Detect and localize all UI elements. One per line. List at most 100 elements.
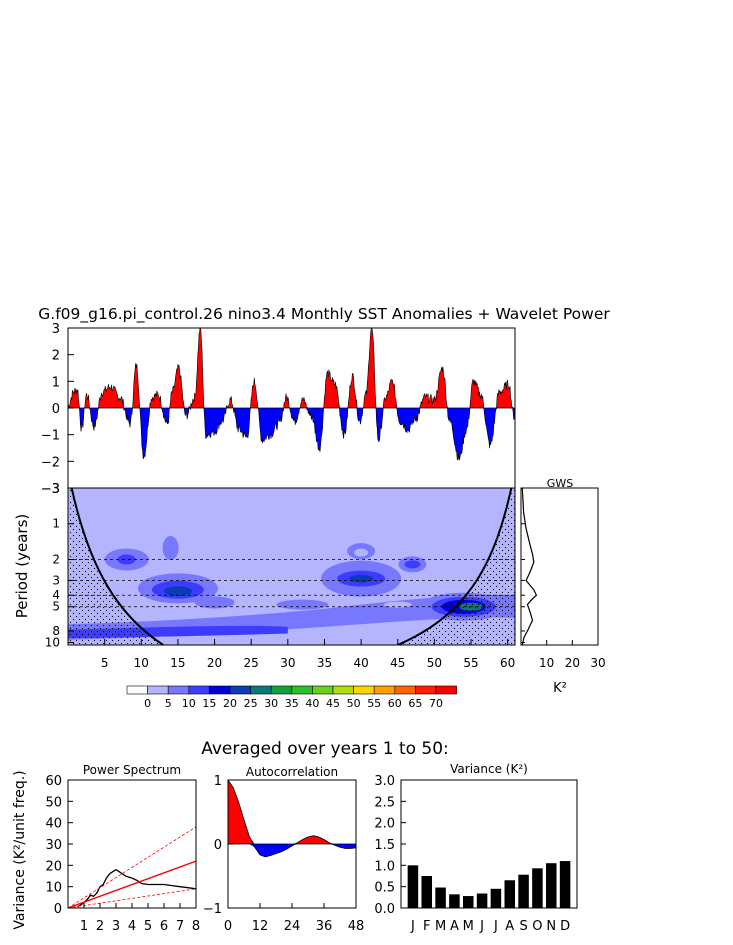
xtick-label: 35 <box>317 656 332 670</box>
gws-axes: 10 20 30 <box>521 487 606 670</box>
colorbar-swatch <box>415 685 437 695</box>
xtick-label: 4 <box>128 919 136 934</box>
main-title: G.f09_g16.pi_control.26 nino3.4 Monthly … <box>38 305 610 324</box>
ytick-label: 0 <box>52 402 60 417</box>
xtick-label: M <box>435 919 446 934</box>
ytick-label: 40 <box>45 817 62 832</box>
power-spectrum-ylabel: Variance (K²/unit freq.) <box>12 770 28 929</box>
power-contour <box>163 586 192 597</box>
power-contour <box>117 554 136 565</box>
autocorrelation-axes: 10−10 12 24 36 48 <box>203 774 364 934</box>
timeseries-axes: 3 2 1 0 −1 −2 −3 <box>41 322 516 497</box>
autocorrelation-negative-area <box>228 844 356 857</box>
significance-lower-line <box>68 888 196 908</box>
ytick-label: 0.5 <box>374 881 395 896</box>
xtick-label: 3 <box>112 919 120 934</box>
variance-bars <box>407 861 571 908</box>
xtick-label: J <box>410 919 415 934</box>
colorbar-label: 20 <box>223 697 237 710</box>
autocorrelation-positive-area <box>228 780 356 844</box>
xtick-label: 2 <box>96 919 104 934</box>
xtick-label: 24 <box>284 919 301 934</box>
autocorrelation-line <box>228 780 356 858</box>
colorbar: 0 5 10 15 20 25 30 35 40 45 50 55 60 65 70 <box>126 685 457 710</box>
xtick-label: N <box>546 919 556 934</box>
ytick-label: 2.5 <box>374 795 395 810</box>
wavelet-frame <box>67 487 516 646</box>
variance-bar <box>407 865 419 908</box>
variance-bar <box>421 876 433 908</box>
ytick-label: 0 <box>54 902 62 917</box>
ytick-label: 20 <box>45 859 62 874</box>
colorbar-swatch <box>250 685 272 695</box>
colorbar-label: 40 <box>305 697 319 710</box>
ytick-label: 0 <box>214 838 222 853</box>
xtick-label: J <box>479 919 484 934</box>
xtick-label: 1 <box>80 919 88 934</box>
wavelet-ylabel: Period (years) <box>13 514 31 619</box>
positive-anomaly-area <box>68 328 515 408</box>
variance-bar <box>504 880 516 908</box>
xtick-label: A <box>450 919 459 934</box>
autocorrelation-title: Autocorrelation <box>246 765 338 779</box>
ytick-label: 10 <box>45 881 62 896</box>
xtick-label: F <box>423 919 430 934</box>
autocorrelation-area <box>228 780 356 858</box>
ytick-label: −1 <box>41 429 60 444</box>
power-contour <box>354 548 369 557</box>
ytick-label: 2 <box>52 552 60 566</box>
xtick-label: 5 <box>144 919 152 934</box>
xtick-label: 20 <box>207 656 222 670</box>
xtick-label: 48 <box>348 919 365 934</box>
cone-of-influence-right <box>397 488 515 645</box>
xtick-label: 0 <box>224 919 232 934</box>
ytick-label: −3 <box>41 482 60 497</box>
colorbar-swatch <box>209 685 231 695</box>
ytick-label: 2 <box>52 349 60 364</box>
ytick-label: 4 <box>52 588 60 602</box>
ytick-label: −2 <box>41 455 60 470</box>
colorbar-swatch <box>394 685 416 695</box>
xtick-label: 50 <box>427 656 442 670</box>
variance-bar <box>490 888 502 908</box>
negative-anomaly-area <box>68 408 515 461</box>
power-contour <box>276 599 329 610</box>
variance-bar <box>476 893 488 908</box>
power-contour <box>404 560 421 569</box>
colorbar-swatch <box>167 685 190 695</box>
variance-title: Variance (K²) <box>450 762 528 776</box>
colorbar-swatch <box>291 685 313 695</box>
xtick-label: 25 <box>244 656 259 670</box>
xtick-label: 6 <box>160 919 168 934</box>
colorbar-swatch <box>126 685 148 695</box>
xtick-label: 5 <box>101 656 109 670</box>
xtick-label: 8 <box>192 919 200 934</box>
power-spectrum-panel: Power Spectrum 0 10 20 30 40 50 60 1 2 3 4 5 6 7 8 Var… <box>12 763 200 934</box>
colorbar-swatch <box>435 685 457 695</box>
colorbar-label: 35 <box>285 697 299 710</box>
ytick-label: 60 <box>45 774 62 789</box>
cone-of-influence-left <box>68 488 164 645</box>
colorbar-label: 0 <box>144 697 151 710</box>
power-contour <box>349 574 374 583</box>
gws-panel: GWS 10 20 30 K² <box>520 477 606 696</box>
power-contour <box>162 535 179 560</box>
power-spectrum-title: Power Spectrum <box>83 763 181 777</box>
xtick-label: S <box>519 919 527 934</box>
colorbar-label: 10 <box>182 697 196 710</box>
xtick-label: J <box>493 919 498 934</box>
variance-bar <box>559 861 571 908</box>
ytick-label: 2.0 <box>374 817 395 832</box>
anomaly-line <box>68 328 515 461</box>
variance-bar <box>435 887 446 908</box>
ytick-label: −1 <box>203 902 222 917</box>
ytick-label: 8 <box>52 624 60 638</box>
ytick-label: 30 <box>45 838 62 853</box>
ytick-label: 1.5 <box>374 838 395 853</box>
ytick-label: 5 <box>52 600 60 614</box>
autocorrelation-panel: Autocorrelation 10−10 12 24 36 48 <box>203 765 364 934</box>
colorbar-swatch <box>353 685 375 695</box>
ytick-label: 1 <box>52 375 60 390</box>
red-noise-line <box>68 860 196 908</box>
